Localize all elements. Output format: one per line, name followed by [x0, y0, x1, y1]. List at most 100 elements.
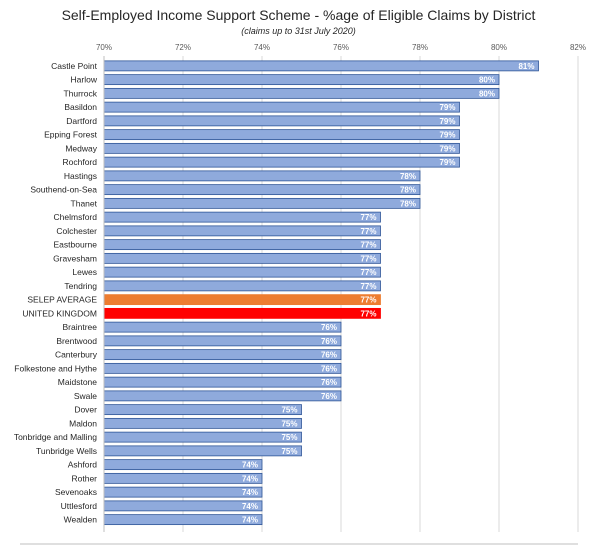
bar [103, 252, 381, 264]
category-label: Ashford [68, 460, 98, 470]
data-label: 74% [242, 488, 258, 497]
bar [103, 156, 460, 168]
x-tick-label: 78% [412, 43, 428, 52]
category-label: Thanet [71, 198, 98, 208]
data-label: 76% [321, 364, 337, 373]
category-label: Gravesham [53, 253, 97, 263]
bar [103, 142, 460, 154]
category-label: Rother [71, 473, 97, 483]
bar [103, 101, 460, 113]
data-label: 74% [242, 474, 258, 483]
bar [103, 514, 263, 526]
category-label: Eastbourne [54, 240, 98, 250]
data-label: 75% [281, 433, 297, 442]
bar [103, 335, 342, 347]
data-label: 76% [321, 392, 337, 401]
category-label: Rochford [63, 157, 98, 167]
category-label: Maldon [69, 418, 97, 428]
data-label: 80% [479, 89, 495, 98]
category-label: Sevenoaks [55, 487, 97, 497]
chart-title: Self-Employed Income Support Scheme - %a… [61, 7, 536, 23]
data-label: 76% [321, 323, 337, 332]
bar [103, 390, 342, 402]
data-label: 80% [479, 76, 495, 85]
category-label: SELEP AVERAGE [27, 295, 97, 305]
category-label: Brentwood [56, 336, 97, 346]
data-label: 76% [321, 378, 337, 387]
data-label: 75% [281, 447, 297, 456]
category-label: Southend-on-Sea [30, 185, 97, 195]
x-tick-label: 82% [570, 43, 586, 52]
bar [103, 74, 500, 86]
bar [103, 225, 381, 237]
category-label: Tendring [64, 281, 97, 291]
data-label: 77% [360, 227, 376, 236]
data-label: 79% [439, 144, 455, 153]
category-label: Dover [74, 405, 97, 415]
category-label: Braintree [63, 322, 98, 332]
bar [103, 431, 302, 443]
category-label: Folkestone and Hythe [14, 363, 97, 373]
category-label: Harlow [71, 75, 98, 85]
category-label: Castle Point [51, 61, 97, 71]
data-label: 76% [321, 337, 337, 346]
x-tick-label: 74% [254, 43, 270, 52]
x-tick-label: 76% [333, 43, 349, 52]
bar [103, 445, 302, 457]
data-label: 79% [439, 158, 455, 167]
data-label: 78% [400, 186, 416, 195]
data-label: 74% [242, 461, 258, 470]
category-label: Lewes [72, 267, 97, 277]
x-tick-label: 70% [96, 43, 112, 52]
category-label: Dartford [66, 116, 97, 126]
data-label: 75% [281, 419, 297, 428]
data-label: 77% [360, 268, 376, 277]
bar [103, 87, 500, 99]
category-label: Hastings [64, 171, 97, 181]
bar [103, 376, 342, 388]
bar [103, 362, 342, 374]
category-label: Chelmsford [54, 212, 98, 222]
category-label: Maidstone [58, 377, 97, 387]
category-label: Wealden [64, 515, 98, 525]
bar [103, 60, 539, 72]
data-label: 79% [439, 117, 455, 126]
data-label: 76% [321, 351, 337, 360]
data-label: 74% [242, 502, 258, 511]
bar [103, 129, 460, 141]
bar [103, 266, 381, 278]
category-label: Uttlesford [61, 501, 98, 511]
bar [103, 472, 263, 484]
bar [103, 170, 421, 182]
chart-subtitle: (claims up to 31st July 2020) [241, 26, 356, 36]
bar [103, 211, 381, 223]
x-tick-label: 80% [491, 43, 507, 52]
category-label: Tonbridge and Malling [14, 432, 97, 442]
data-label: 77% [360, 282, 376, 291]
data-label: 77% [360, 296, 376, 305]
data-label: 78% [400, 172, 416, 181]
bar [103, 459, 263, 471]
x-tick-label: 72% [175, 43, 191, 52]
data-label: 75% [281, 406, 297, 415]
bar [103, 486, 263, 498]
bar [103, 321, 342, 333]
bar [103, 404, 302, 416]
bar [103, 197, 421, 209]
category-label: Medway [65, 143, 97, 153]
bar [103, 500, 263, 512]
bar [103, 184, 421, 196]
category-label: Tunbridge Wells [36, 446, 97, 456]
data-label: 81% [518, 62, 534, 71]
category-label: UNITED KINGDOM [22, 308, 97, 318]
category-label: Canterbury [55, 350, 98, 360]
data-label: 77% [360, 213, 376, 222]
data-label: 77% [360, 309, 376, 318]
bar [103, 115, 460, 127]
data-label: 77% [360, 241, 376, 250]
category-label: Basildon [64, 102, 97, 112]
data-label: 74% [242, 516, 258, 525]
category-label: Swale [74, 391, 97, 401]
bar [103, 417, 302, 429]
bar [103, 294, 381, 306]
